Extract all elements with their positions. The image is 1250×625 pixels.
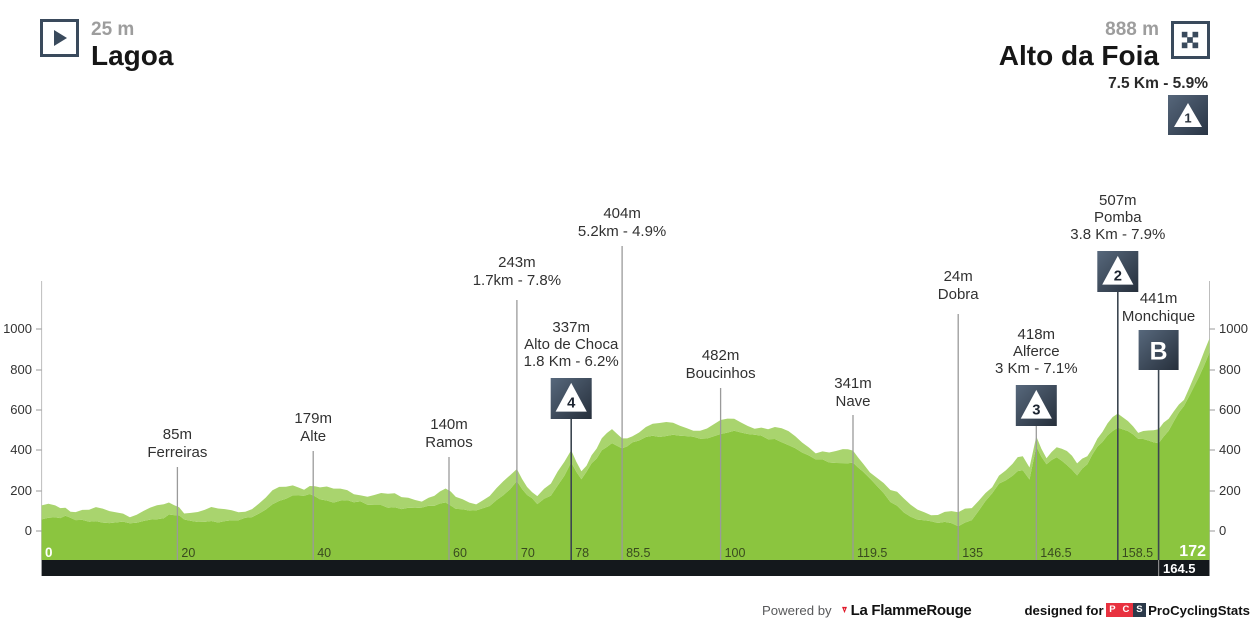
svg-text:482m: 482m: [702, 347, 740, 364]
svg-text:Alte: Alte: [300, 428, 326, 445]
svg-text:200: 200: [10, 483, 32, 498]
svg-text:20: 20: [181, 546, 195, 560]
svg-text:3: 3: [1032, 403, 1040, 419]
svg-text:179m: 179m: [294, 410, 332, 427]
svg-text:Alto de Choca: Alto de Choca: [524, 336, 619, 353]
svg-text:0: 0: [1219, 523, 1226, 538]
svg-text:400: 400: [10, 442, 32, 457]
svg-text:100: 100: [725, 546, 746, 560]
svg-text:3 Km - 7.1%: 3 Km - 7.1%: [995, 360, 1078, 377]
svg-text:0: 0: [25, 523, 32, 538]
svg-text:4: 4: [567, 396, 576, 412]
svg-text:3.8 Km - 7.9%: 3.8 Km - 7.9%: [1070, 226, 1165, 243]
svg-text:Monchique: Monchique: [1122, 308, 1195, 325]
svg-text:Boucinhos: Boucinhos: [686, 365, 756, 382]
svg-text:441m: 441m: [1140, 290, 1178, 307]
svg-text:0: 0: [45, 545, 53, 560]
svg-text:600: 600: [10, 402, 32, 417]
svg-text:2: 2: [1114, 269, 1122, 285]
svg-text:85m: 85m: [163, 426, 192, 443]
svg-text:70: 70: [521, 546, 535, 560]
svg-text:400: 400: [1219, 442, 1241, 457]
svg-text:Dobra: Dobra: [938, 286, 980, 303]
svg-text:507m: 507m: [1099, 192, 1137, 209]
svg-text:800: 800: [1219, 362, 1241, 377]
svg-text:200: 200: [1219, 483, 1241, 498]
svg-text:172: 172: [1179, 543, 1206, 560]
svg-text:60: 60: [453, 546, 467, 560]
svg-text:337m: 337m: [552, 319, 590, 336]
svg-text:1000: 1000: [3, 321, 32, 336]
svg-text:600: 600: [1219, 402, 1241, 417]
svg-text:418m: 418m: [1018, 326, 1056, 343]
svg-text:40: 40: [317, 546, 331, 560]
svg-text:24m: 24m: [944, 268, 973, 285]
svg-text:78: 78: [575, 546, 589, 560]
svg-text:B: B: [1150, 339, 1168, 366]
svg-text:800: 800: [10, 362, 32, 377]
svg-text:404m: 404m: [603, 205, 641, 222]
svg-text:341m: 341m: [834, 375, 872, 392]
svg-text:Ramos: Ramos: [425, 434, 473, 451]
svg-text:1000: 1000: [1219, 321, 1248, 336]
svg-text:164.5: 164.5: [1163, 561, 1196, 576]
svg-text:158.5: 158.5: [1122, 546, 1153, 560]
svg-text:140m: 140m: [430, 416, 468, 433]
svg-text:Pomba: Pomba: [1094, 209, 1142, 226]
svg-text:243m: 243m: [498, 254, 536, 271]
svg-text:1.7km - 7.8%: 1.7km - 7.8%: [473, 272, 561, 289]
svg-text:135: 135: [962, 546, 983, 560]
svg-text:Ferreiras: Ferreiras: [147, 444, 207, 461]
svg-text:119.5: 119.5: [857, 546, 887, 560]
svg-text:5.2km - 4.9%: 5.2km - 4.9%: [578, 223, 666, 240]
svg-text:Alferce: Alferce: [1013, 343, 1060, 360]
svg-text:146.5: 146.5: [1040, 546, 1071, 560]
svg-text:1.8 Km - 6.2%: 1.8 Km - 6.2%: [524, 353, 619, 370]
svg-text:85.5: 85.5: [626, 546, 650, 560]
svg-text:Nave: Nave: [835, 393, 870, 410]
